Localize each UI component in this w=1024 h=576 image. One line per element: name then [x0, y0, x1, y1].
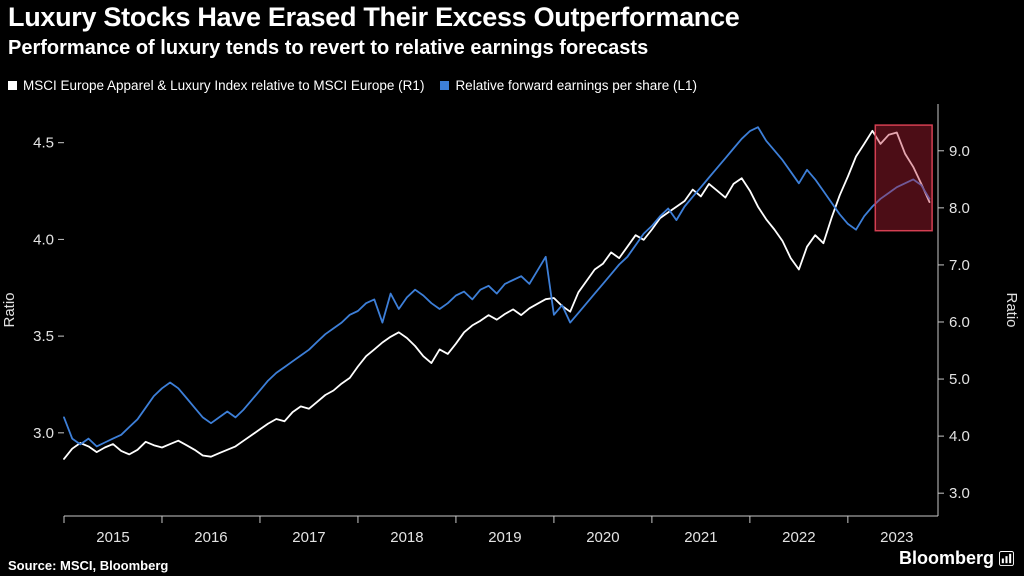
legend-item-luxury-index: MSCI Europe Apparel & Luxury Index relat… [8, 78, 424, 93]
svg-text:7.0: 7.0 [949, 257, 970, 274]
dual-axis-line-chart: 2015 2016 2017 2018 2019 2020 2021 2022 2023 3.0 3… [1, 104, 1020, 546]
svg-text:4.0: 4.0 [949, 428, 970, 445]
svg-text:4.0: 4.0 [33, 231, 54, 248]
svg-text:5.0: 5.0 [949, 371, 970, 388]
svg-text:2021: 2021 [684, 529, 717, 546]
bloomberg-wordmark: Bloomberg [898, 548, 994, 568]
svg-text:Ratio: Ratio [1, 292, 18, 327]
svg-text:2023: 2023 [880, 529, 913, 546]
legend-swatch-blue-icon [440, 81, 450, 90]
source-note: Source: MSCI, Bloomberg [8, 558, 169, 573]
legend-swatch-white-icon [8, 81, 17, 90]
svg-text:2015: 2015 [96, 529, 129, 546]
svg-text:3.0: 3.0 [33, 425, 54, 442]
svg-text:9.0: 9.0 [949, 143, 970, 160]
bloomberg-chart-bars-icon [999, 551, 1014, 566]
svg-text:Ratio: Ratio [1003, 292, 1020, 327]
chart-subtitle: Performance of luxury tends to revert to… [8, 37, 649, 59]
bloomberg-logo: Bloomberg [899, 548, 1014, 569]
svg-text:2018: 2018 [390, 529, 423, 546]
legend-item-forward-eps: Relative forward earnings per share (L1) [440, 78, 697, 93]
legend-label-forward-eps: Relative forward earnings per share (L1) [455, 78, 698, 93]
svg-text:2017: 2017 [292, 529, 325, 546]
chart-legend: MSCI Europe Apparel & Luxury Index relat… [8, 78, 697, 93]
svg-text:2022: 2022 [782, 529, 815, 546]
svg-text:4.5: 4.5 [33, 135, 54, 152]
svg-text:8.0: 8.0 [949, 200, 970, 217]
svg-text:3.5: 3.5 [33, 328, 54, 345]
svg-text:2019: 2019 [488, 529, 521, 546]
svg-text:2016: 2016 [194, 529, 227, 546]
svg-text:6.0: 6.0 [949, 314, 970, 331]
chart-title: Luxury Stocks Have Erased Their Excess O… [8, 2, 740, 32]
svg-text:2020: 2020 [586, 529, 619, 546]
legend-label-luxury-index: MSCI Europe Apparel & Luxury Index relat… [23, 78, 425, 93]
svg-text:3.0: 3.0 [949, 485, 970, 502]
